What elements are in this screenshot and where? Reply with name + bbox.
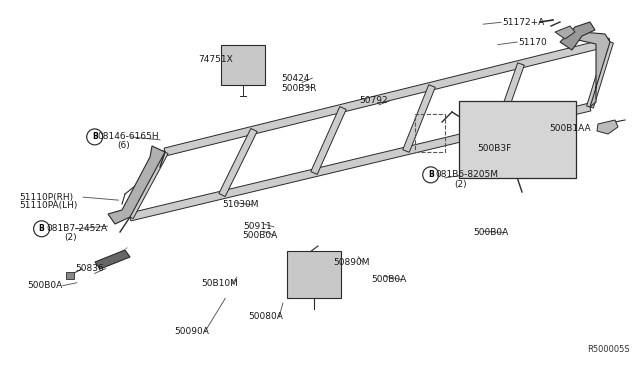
Text: 500B3R: 500B3R (282, 84, 317, 93)
Text: 50080A: 50080A (248, 312, 283, 321)
Text: B: B (428, 170, 433, 179)
Text: 08146-6165H: 08146-6165H (97, 132, 159, 141)
Text: 081B6-8205M: 081B6-8205M (435, 170, 498, 179)
Text: B: B (92, 132, 97, 141)
Polygon shape (555, 26, 575, 39)
Polygon shape (219, 128, 257, 196)
Circle shape (34, 221, 50, 237)
Text: 50836: 50836 (76, 264, 104, 273)
Text: R500005S: R500005S (588, 345, 630, 354)
Text: (2): (2) (64, 233, 77, 242)
Polygon shape (129, 103, 591, 221)
Text: 500B0A: 500B0A (371, 275, 406, 284)
Text: 51110P(RH): 51110P(RH) (19, 193, 74, 202)
Text: B: B (39, 224, 44, 233)
Polygon shape (403, 85, 435, 152)
Polygon shape (495, 63, 524, 130)
Bar (66, 272, 74, 279)
Polygon shape (311, 106, 346, 174)
Polygon shape (164, 38, 611, 156)
Text: 081B7-2452A: 081B7-2452A (46, 224, 108, 233)
Circle shape (423, 167, 439, 183)
Polygon shape (560, 22, 595, 50)
Text: 500B0A: 500B0A (474, 228, 509, 237)
Polygon shape (95, 250, 130, 269)
Text: 51030M: 51030M (223, 200, 259, 209)
Text: 50424: 50424 (282, 74, 310, 83)
Text: 50090A: 50090A (174, 327, 209, 336)
FancyBboxPatch shape (287, 251, 341, 298)
Text: 500B3F: 500B3F (477, 144, 511, 153)
Polygon shape (578, 32, 610, 107)
Polygon shape (127, 150, 168, 219)
Text: 500B1AA: 500B1AA (549, 124, 591, 133)
Text: 50890M: 50890M (333, 258, 369, 267)
FancyBboxPatch shape (221, 45, 265, 85)
Polygon shape (108, 146, 165, 224)
Text: 500B0A: 500B0A (242, 231, 277, 240)
Text: 500B0A: 500B0A (27, 281, 62, 290)
Text: 51172+A: 51172+A (502, 18, 545, 27)
Text: (2): (2) (454, 180, 467, 189)
Text: 50B10M: 50B10M (202, 279, 239, 288)
Bar (415, 114, 445, 152)
Polygon shape (597, 120, 618, 134)
Text: (6): (6) (117, 141, 130, 150)
Text: 51110PA(LH): 51110PA(LH) (19, 201, 77, 210)
Text: 50911: 50911 (243, 222, 272, 231)
Text: 50792: 50792 (360, 96, 388, 105)
FancyBboxPatch shape (459, 101, 576, 178)
Polygon shape (587, 41, 613, 108)
Text: 51170: 51170 (518, 38, 547, 47)
Text: 74751X: 74751X (198, 55, 233, 64)
Circle shape (87, 129, 102, 145)
